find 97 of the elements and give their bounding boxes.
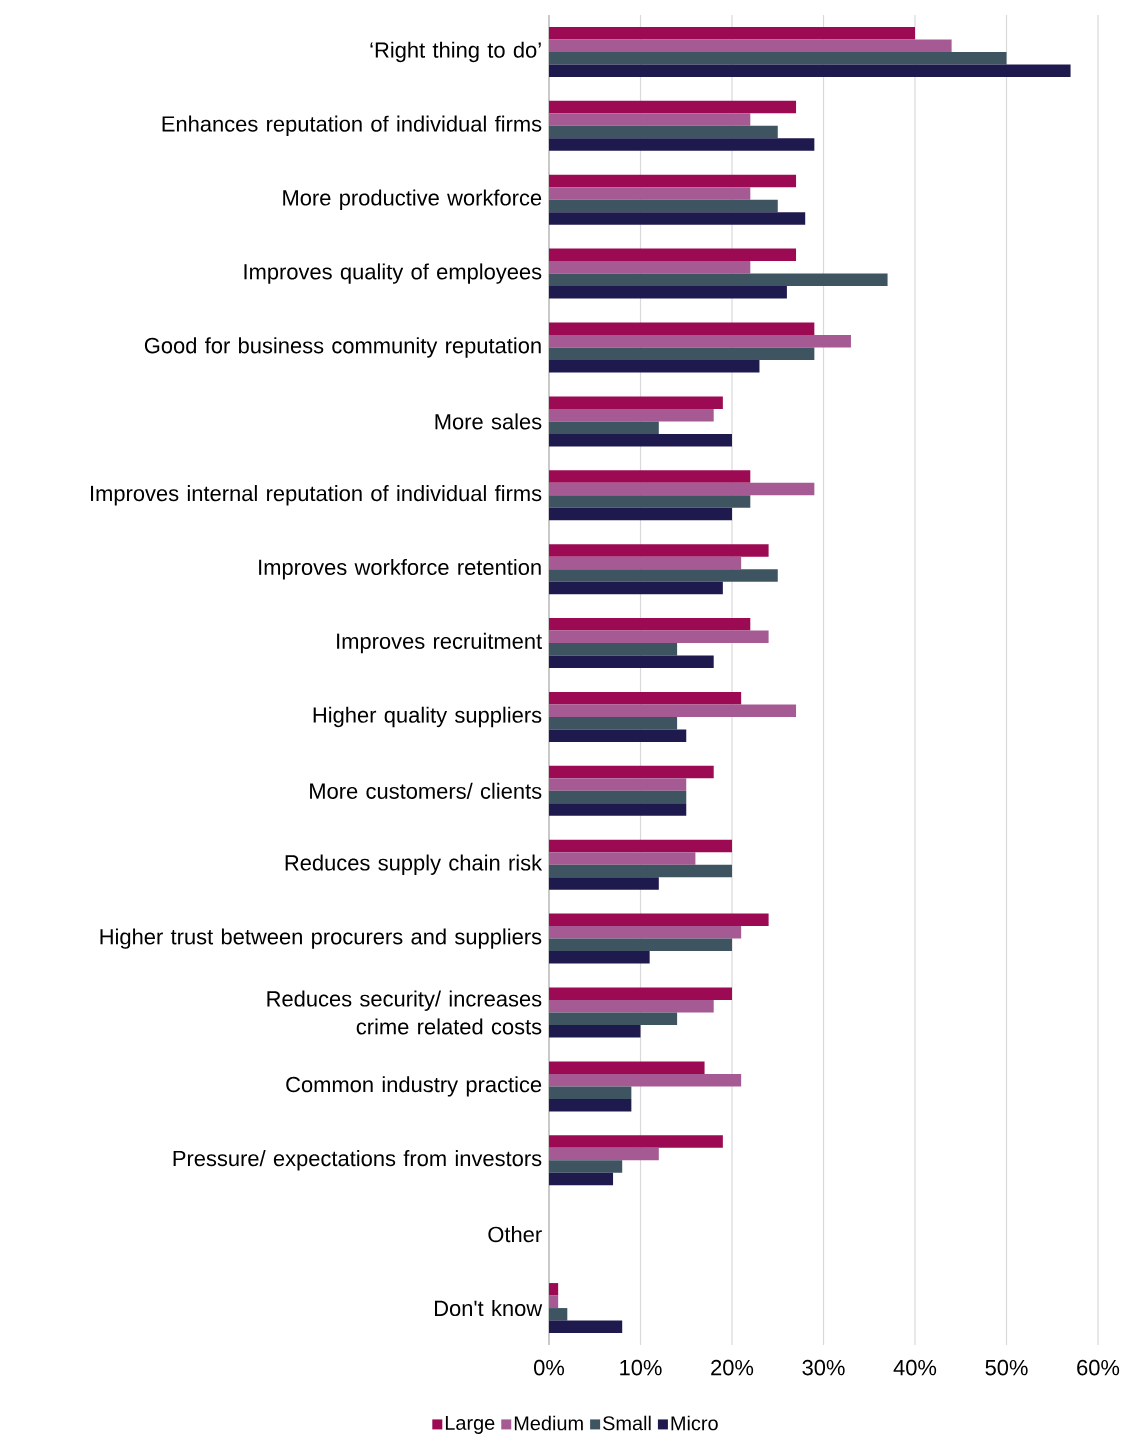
bar	[549, 125, 778, 139]
bar	[549, 174, 797, 188]
bar	[549, 839, 733, 853]
bar	[549, 987, 733, 1001]
bar	[549, 556, 742, 570]
y-tick-label: Don't know	[435, 1300, 543, 1317]
bar	[549, 482, 815, 496]
bar	[549, 569, 778, 582]
bar	[549, 691, 742, 705]
bar	[549, 1135, 723, 1148]
legend-label: Small	[603, 1415, 651, 1431]
bar	[549, 396, 723, 409]
bar	[549, 1012, 678, 1026]
bar	[549, 360, 760, 373]
bar	[549, 335, 851, 348]
y-tick-label: More sales	[435, 413, 542, 430]
bar	[549, 199, 778, 213]
bar	[549, 655, 714, 669]
bar	[549, 1308, 568, 1321]
bar	[549, 212, 806, 225]
y-tick-label: Reduces supply chain risk	[285, 854, 543, 875]
bar	[549, 470, 751, 483]
bar	[549, 1320, 623, 1334]
bar	[549, 951, 650, 964]
x-tick-label: 0%	[534, 1359, 565, 1376]
bar	[549, 790, 687, 804]
y-tick-label: Improves quality of employees	[244, 263, 542, 284]
bar	[549, 1160, 623, 1173]
bar	[549, 1000, 714, 1013]
bar	[549, 1098, 632, 1112]
bar	[549, 803, 687, 816]
y-tick-label: Common industry practice	[286, 1076, 542, 1097]
legend-label: Large	[445, 1416, 495, 1434]
bar	[549, 421, 659, 434]
bar	[549, 113, 751, 126]
bar	[549, 64, 1071, 77]
x-tick-label: 50%	[985, 1359, 1028, 1376]
bar	[549, 765, 714, 779]
bar	[549, 1061, 705, 1074]
bar	[549, 51, 1007, 65]
bar	[549, 1025, 641, 1038]
bar	[549, 704, 797, 717]
bar	[549, 248, 797, 262]
x-tick-label: 20%	[711, 1359, 754, 1376]
bar	[549, 273, 888, 287]
bar	[549, 1283, 559, 1296]
x-tick-label: 40%	[893, 1359, 937, 1376]
bar	[549, 26, 916, 40]
bar	[549, 433, 733, 447]
bar	[549, 926, 742, 939]
x-tick-label: 60%	[1077, 1359, 1120, 1376]
y-tick-label: More customers/ clients	[310, 782, 542, 799]
bar	[549, 100, 797, 114]
legend-label: Micro	[671, 1415, 718, 1431]
bar	[549, 544, 769, 557]
bar	[549, 347, 815, 360]
y-tick-label: Higher trust between procurers and suppliers	[100, 928, 542, 949]
bar	[549, 322, 815, 335]
y-tick-label: Pressure/ expectations from investors	[173, 1150, 542, 1171]
bar	[549, 1086, 632, 1099]
bar	[549, 581, 723, 595]
bar	[549, 778, 687, 791]
bar	[549, 1147, 659, 1161]
bar	[549, 1172, 614, 1186]
bar	[549, 507, 733, 521]
y-tick-label: Improves recruitment	[337, 632, 542, 654]
bar	[549, 877, 659, 890]
bar	[549, 729, 687, 742]
bar	[549, 138, 815, 151]
y-tick-label: More productive workforce	[283, 189, 542, 210]
bar	[549, 716, 678, 730]
bar	[549, 1073, 742, 1087]
y-tick-label: Improves workforce retention	[259, 558, 541, 580]
bar	[549, 261, 751, 274]
bar	[549, 286, 787, 299]
y-tick-label: Reduces security/ increases crime related costs	[267, 990, 542, 1035]
bar	[549, 864, 733, 878]
bar	[549, 618, 751, 631]
bar	[549, 852, 696, 865]
bar	[549, 938, 733, 952]
bar	[549, 408, 714, 422]
y-tick-label: ‘Right thing to do’	[370, 41, 541, 63]
bar	[549, 643, 678, 656]
y-tick-label: Good for business community reputation	[144, 337, 541, 358]
x-tick-label: 10%	[620, 1359, 662, 1376]
bar	[549, 1295, 559, 1309]
y-tick-label: Other	[488, 1226, 542, 1243]
bar	[549, 39, 952, 52]
y-tick-label: Improves internal reputation of individual firms	[91, 485, 542, 506]
bar	[549, 187, 751, 200]
bar	[549, 495, 751, 508]
y-tick-label: Enhances reputation of individual firms	[162, 115, 542, 137]
bar	[549, 630, 769, 644]
legend-label: Medium	[514, 1415, 583, 1431]
bar	[549, 913, 769, 927]
y-tick-label: Higher quality suppliers	[313, 706, 542, 728]
x-tick-label: 30%	[802, 1359, 845, 1376]
